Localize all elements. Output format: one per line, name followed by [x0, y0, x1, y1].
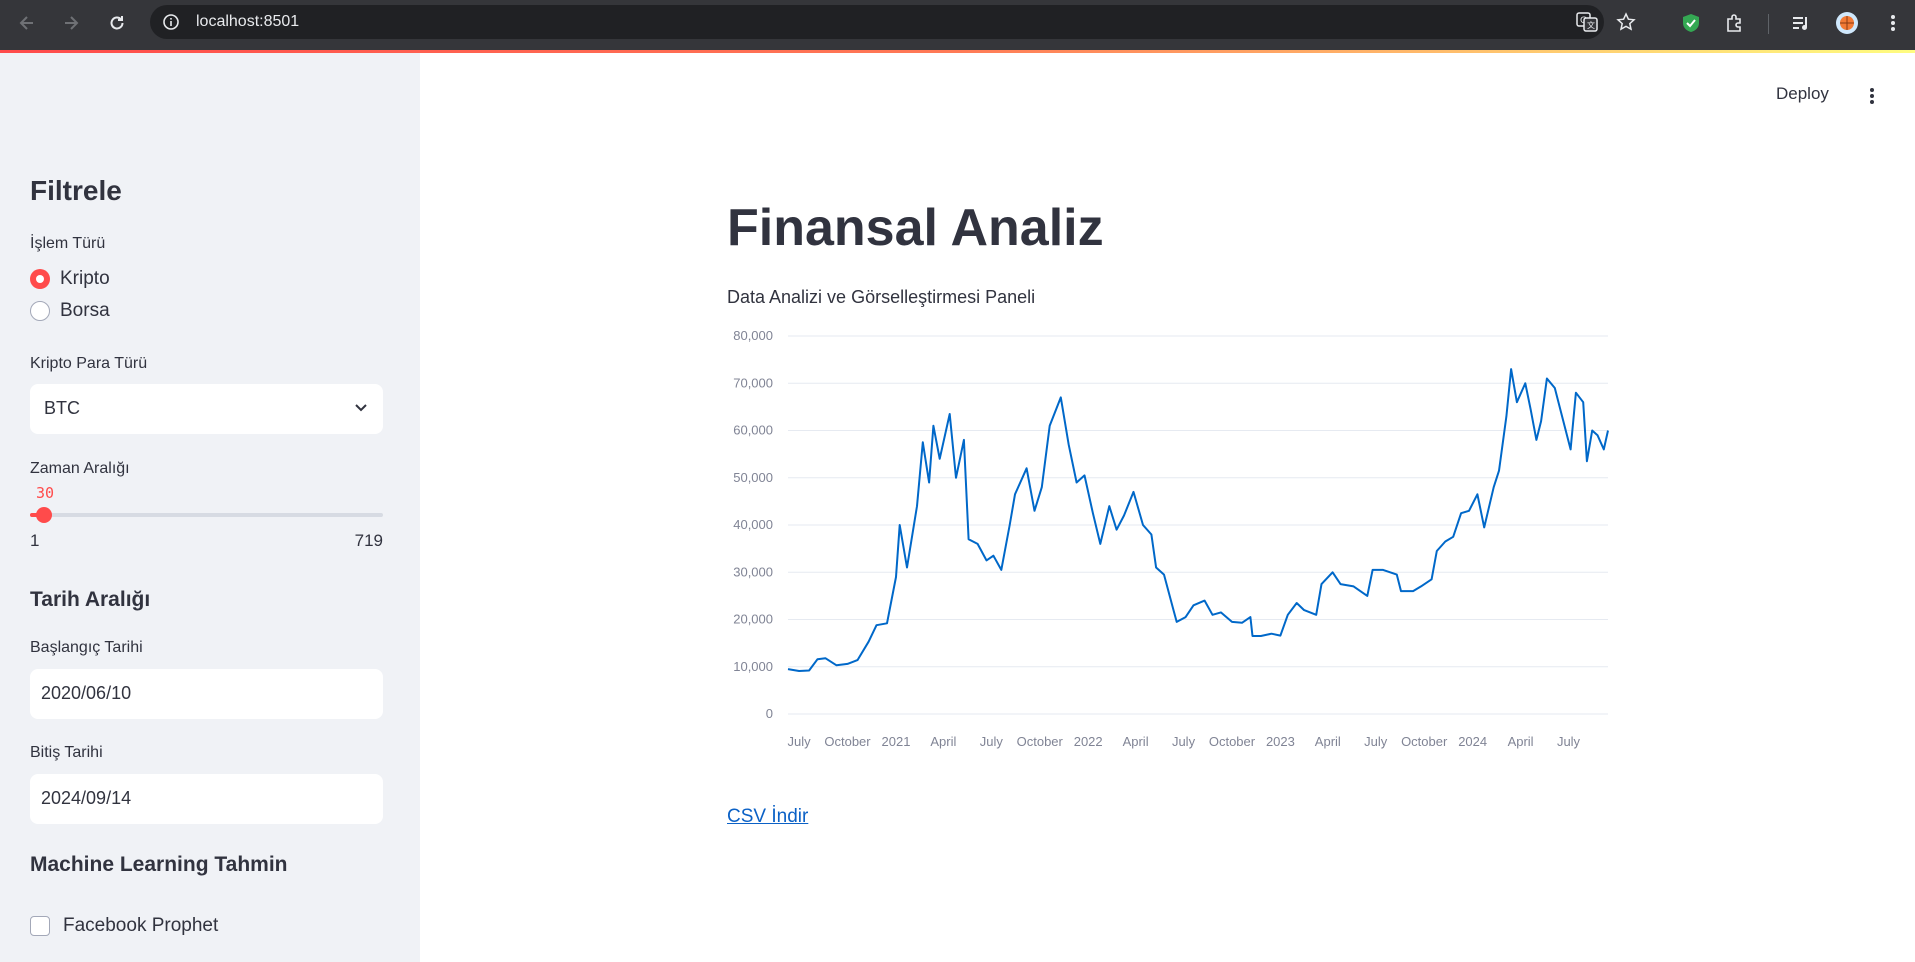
x-tick-label: April [1315, 734, 1341, 749]
address-bar[interactable]: localhost:8501 G文 [150, 5, 1636, 39]
x-tick-label: 2022 [1074, 734, 1103, 749]
y-tick-label: 70,000 [733, 375, 773, 390]
y-tick-label: 80,000 [733, 328, 773, 343]
browser-menu-icon[interactable] [1878, 8, 1908, 38]
radio-label: Kripto [60, 268, 110, 289]
bookmark-star-icon[interactable] [1616, 12, 1636, 37]
svg-text:文: 文 [1587, 20, 1595, 30]
radio-borsa[interactable]: Borsa [30, 300, 110, 322]
x-tick-label: 2024 [1458, 734, 1487, 749]
main-menu-icon[interactable] [1862, 84, 1882, 108]
radio-unselected-icon[interactable] [30, 301, 50, 321]
checkbox-box[interactable] [30, 916, 50, 936]
page-subtitle: Data Analizi ve Görselleştirmesi Paneli [727, 287, 1036, 307]
profile-avatar[interactable] [1832, 8, 1862, 38]
time-range-label: Zaman Aralığı [30, 460, 130, 477]
shield-extension-icon[interactable] [1676, 8, 1706, 38]
transaction-type-label: İşlem Türü [30, 235, 106, 252]
y-tick-label: 0 [766, 706, 773, 721]
back-icon[interactable] [12, 8, 42, 38]
x-tick-label: July [1364, 734, 1388, 749]
price-series-line [787, 368, 1609, 672]
reload-icon[interactable] [102, 8, 132, 38]
browser-toolbar: localhost:8501 G文 [0, 0, 1915, 50]
crypto-type-select[interactable]: BTC [30, 384, 383, 434]
url-text: localhost:8501 [196, 13, 300, 30]
x-tick-label: October [1401, 734, 1448, 749]
facebook-prophet-checkbox[interactable]: Facebook Prophet [30, 915, 218, 937]
x-tick-label: July [980, 734, 1004, 749]
x-tick-label: April [930, 734, 956, 749]
sidebar-title: Filtrele [30, 175, 122, 206]
radio-selected-icon[interactable] [30, 269, 50, 289]
ml-title: Machine Learning Tahmin [30, 853, 288, 876]
csv-download-link[interactable]: CSV İndir [727, 806, 809, 827]
radio-label: Borsa [60, 300, 110, 321]
sidebar: Filtrele İşlem Türü Kripto Borsa Kripto … [0, 53, 420, 962]
x-tick-label: July [1557, 734, 1581, 749]
extensions-puzzle-icon[interactable] [1720, 8, 1750, 38]
slider-track[interactable] [30, 513, 383, 517]
slider-value: 30 [36, 484, 55, 502]
slider-thumb[interactable] [36, 507, 52, 523]
end-date-input[interactable]: 2024/09/14 [30, 774, 383, 824]
toolbar-divider [1768, 14, 1769, 34]
x-tick-label: April [1508, 734, 1534, 749]
x-tick-label: July [787, 734, 811, 749]
chart-grid [788, 335, 1608, 715]
crypto-type-label: Kripto Para Türü [30, 355, 148, 372]
date-range-title: Tarih Aralığı [30, 588, 151, 611]
x-tick-label: October [1017, 734, 1064, 749]
radio-kripto[interactable]: Kripto [30, 268, 110, 290]
x-tick-label: October [824, 734, 871, 749]
slider-min: 1 [30, 531, 40, 550]
streamlit-top-decoration [0, 50, 1915, 53]
x-tick-label: 2023 [1266, 734, 1295, 749]
y-tick-label: 10,000 [733, 659, 773, 674]
start-date-input[interactable]: 2020/06/10 [30, 669, 383, 719]
x-tick-label: October [1209, 734, 1256, 749]
price-line-chart[interactable]: 0 10,000 20,000 30,000 40,000 50,000 60,000 70,… [720, 325, 1620, 760]
y-tick-label: 60,000 [733, 423, 773, 438]
select-value: BTC [44, 398, 80, 418]
y-tick-label: 40,000 [733, 517, 773, 532]
deploy-button[interactable]: Deploy [1776, 84, 1829, 103]
end-date-label: Bitiş Tarihi [30, 744, 103, 761]
y-tick-label: 20,000 [733, 612, 773, 627]
start-date-value: 2020/06/10 [41, 683, 132, 703]
start-date-label: Başlangıç Tarihi [30, 639, 143, 656]
chart-y-ticks: 0 10,000 20,000 30,000 40,000 50,000 60,000 70,… [733, 328, 773, 721]
slider-max: 719 [354, 531, 383, 550]
forward-icon[interactable] [56, 8, 86, 38]
chart-x-ticks: July October 2021 April July October 2022 April… [787, 734, 1580, 749]
x-tick-label: April [1123, 734, 1149, 749]
y-tick-label: 30,000 [733, 564, 773, 579]
chart-series [787, 368, 1609, 672]
end-date-value: 2024/09/14 [41, 788, 132, 808]
chevron-down-icon [353, 399, 369, 420]
x-tick-label: July [1172, 734, 1196, 749]
checkbox-label: Facebook Prophet [63, 915, 219, 936]
media-queue-icon[interactable] [1786, 8, 1816, 38]
y-tick-label: 50,000 [733, 470, 773, 485]
translate-icon[interactable]: G文 [1576, 12, 1598, 37]
page-title: Finansal Analiz [727, 199, 1104, 257]
x-tick-label: 2021 [882, 734, 911, 749]
site-info-icon[interactable] [162, 13, 180, 36]
